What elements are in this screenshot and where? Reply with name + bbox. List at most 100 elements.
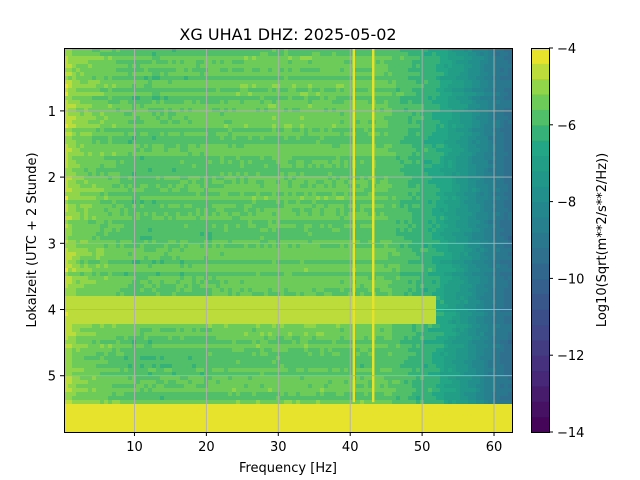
heatmap-cell	[84, 68, 89, 73]
heatmap-cell	[164, 172, 169, 177]
heatmap-cell	[108, 176, 113, 181]
heatmap-cell	[308, 132, 313, 137]
heatmap-cell	[88, 88, 93, 93]
heatmap-cell	[296, 96, 301, 101]
heatmap-cell	[304, 148, 309, 153]
heatmap-cell	[168, 80, 173, 85]
heatmap-cell	[340, 180, 345, 185]
heatmap-cell	[112, 164, 117, 169]
heatmap-cell	[136, 92, 141, 97]
heatmap-cell	[364, 60, 369, 65]
heatmap-cell	[256, 196, 261, 201]
heatmap-cell	[392, 176, 397, 181]
heatmap-cell	[172, 92, 177, 97]
heatmap-cell	[76, 92, 81, 97]
heatmap-cell	[148, 148, 153, 153]
heatmap-cell	[124, 72, 129, 77]
heatmap-cell	[364, 208, 369, 213]
heatmap-cell	[256, 172, 261, 177]
heatmap-cell	[360, 76, 365, 81]
heatmap-cell	[236, 136, 241, 141]
heatmap-cell	[368, 120, 373, 125]
heatmap-cell	[296, 52, 301, 57]
heatmap-cell	[424, 140, 429, 145]
heatmap-cell	[64, 192, 69, 197]
heatmap-cell	[432, 156, 437, 161]
heatmap-cell	[76, 192, 81, 197]
heatmap-cell	[496, 220, 501, 225]
heatmap-cell	[440, 176, 445, 181]
heatmap-cell	[188, 176, 193, 181]
heatmap-cell	[140, 76, 145, 81]
heatmap-cell	[180, 160, 185, 165]
heatmap-cell	[168, 216, 173, 221]
heatmap-cell	[100, 56, 105, 61]
heatmap-cell	[484, 164, 489, 169]
heatmap-cell	[300, 76, 305, 81]
heatmap-cell	[356, 80, 361, 85]
heatmap-cell	[396, 160, 401, 165]
heatmap-cell	[392, 100, 397, 105]
heatmap-cell	[116, 208, 121, 213]
heatmap-cell	[140, 192, 145, 197]
heatmap-cell	[248, 132, 253, 137]
heatmap-cell	[376, 112, 381, 117]
heatmap-cell	[456, 176, 461, 181]
heatmap-cell	[284, 128, 289, 133]
heatmap-cell	[176, 84, 181, 89]
heatmap-cell	[300, 192, 305, 197]
heatmap-cell	[92, 60, 97, 65]
heatmap-cell	[268, 80, 273, 85]
heatmap-cell	[392, 116, 397, 121]
heatmap-cell	[336, 92, 341, 97]
heatmap-cell	[304, 168, 309, 173]
heatmap-cell	[156, 224, 161, 229]
heatmap-cell	[360, 128, 365, 133]
heatmap-cell	[332, 168, 337, 173]
heatmap-cell	[108, 76, 113, 81]
heatmap-cell	[416, 76, 421, 81]
heatmap-cell	[108, 116, 113, 121]
heatmap-cell	[264, 100, 269, 105]
heatmap-cell	[336, 156, 341, 161]
heatmap-cell	[400, 52, 405, 57]
heatmap-cell	[244, 108, 249, 113]
heatmap-cell	[272, 192, 277, 197]
heatmap-cell	[460, 220, 465, 225]
heatmap-cell	[448, 104, 453, 109]
heatmap-cell	[480, 140, 485, 145]
heatmap-cell	[208, 172, 213, 177]
heatmap-cell	[292, 84, 297, 89]
heatmap-cell	[292, 208, 297, 213]
heatmap-cell	[180, 48, 185, 53]
heatmap-cell	[128, 208, 133, 213]
heatmap-cell	[476, 152, 481, 157]
heatmap-cell	[436, 144, 441, 149]
heatmap-cell	[216, 144, 221, 149]
heatmap-cell	[328, 48, 333, 53]
heatmap-cell	[472, 164, 477, 169]
heatmap-cell	[380, 168, 385, 173]
heatmap-cell	[356, 88, 361, 93]
heatmap-cell	[104, 80, 109, 85]
heatmap-cell	[240, 196, 245, 201]
heatmap-cell	[384, 124, 389, 129]
heatmap-cell	[164, 220, 169, 225]
heatmap-cell	[416, 48, 421, 53]
heatmap-cell	[432, 164, 437, 169]
heatmap-cell	[264, 64, 269, 69]
heatmap-cell	[480, 68, 485, 73]
heatmap-cell	[160, 192, 165, 197]
heatmap-cell	[256, 80, 261, 85]
heatmap-cell	[424, 208, 429, 213]
heatmap-cell	[436, 140, 441, 145]
heatmap-cell	[180, 60, 185, 65]
heatmap-cell	[92, 84, 97, 89]
heatmap-cell	[196, 160, 201, 165]
heatmap-cell	[452, 124, 457, 129]
heatmap-cell	[112, 156, 117, 161]
heatmap-cell	[168, 180, 173, 185]
heatmap-cell	[140, 184, 145, 189]
heatmap-cell	[316, 100, 321, 105]
heatmap-cell	[472, 184, 477, 189]
